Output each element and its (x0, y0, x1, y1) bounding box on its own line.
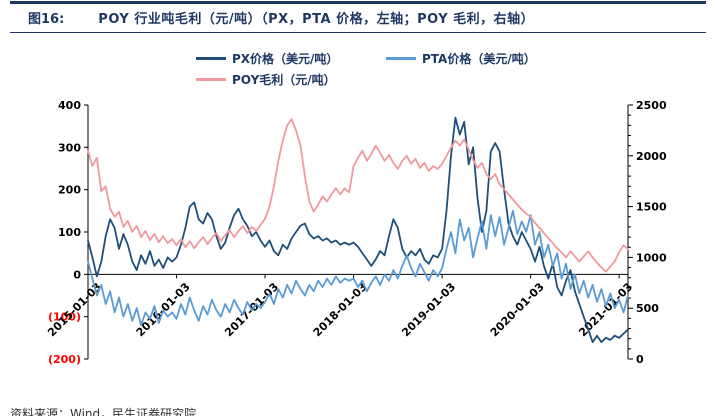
data-source: 资料来源：Wind，民生证券研究院 (10, 407, 197, 416)
right-axis-tick-label: 2500 (636, 99, 667, 112)
legend-line-mark (196, 57, 226, 60)
left-axis-tick-label: 200 (58, 184, 81, 197)
left-axis-tick-label: 300 (58, 141, 81, 154)
right-axis-tick-label: 500 (636, 302, 659, 315)
legend-item-px-price-line[interactable]: PX价格（美元/吨） (196, 48, 386, 69)
figure-number: 图16: (28, 12, 65, 27)
legend-label: PTA价格（美元/吨） (422, 52, 536, 66)
right-axis-tick-label: 1500 (636, 201, 667, 214)
legend-line-mark (196, 78, 226, 81)
left-axis-tick-label: 400 (58, 99, 81, 112)
legend-label: POY毛利（元/吨） (232, 73, 336, 87)
legend-line-mark (386, 57, 416, 60)
left-axis-tick-label: (200) (48, 353, 81, 366)
legend-item-poy-margin-line[interactable]: POY毛利（元/吨） (196, 69, 386, 90)
pta-price-line (87, 209, 629, 327)
chart-legend: PX价格（美元/吨） PTA价格（美元/吨） POY毛利（元/吨） (196, 48, 586, 90)
figure-title: POY 行业吨毛利（元/吨）（PX，PTA 价格，左轴；POY 毛利，右轴） (98, 12, 535, 27)
legend-label: PX价格（美元/吨） (232, 52, 339, 66)
left-axis-tick-label: (100) (48, 311, 81, 324)
left-axis-tick-label: 100 (58, 226, 81, 239)
right-axis-tick-label: 0 (636, 353, 644, 366)
x-axis-tick-label: 2018-01-03 (311, 280, 370, 339)
title-underline (10, 32, 706, 33)
figure-title-row: 图16: POY 行业吨毛利（元/吨）（PX，PTA 价格，左轴；POY 毛利，右… (28, 8, 534, 27)
x-axis-tick-label: 2019-01-03 (399, 280, 458, 339)
right-axis-tick-label: 1000 (636, 251, 667, 264)
x-axis-tick-label: 2020-01-03 (488, 280, 547, 339)
right-axis-tick-label: 2000 (636, 150, 667, 163)
legend-item-pta-price-line[interactable]: PTA价格（美元/吨） (386, 48, 576, 69)
top-divider (10, 1, 706, 4)
left-axis-tick-label: 0 (73, 268, 81, 281)
px-price-line (87, 116, 629, 344)
poy-margin-line (87, 118, 629, 273)
